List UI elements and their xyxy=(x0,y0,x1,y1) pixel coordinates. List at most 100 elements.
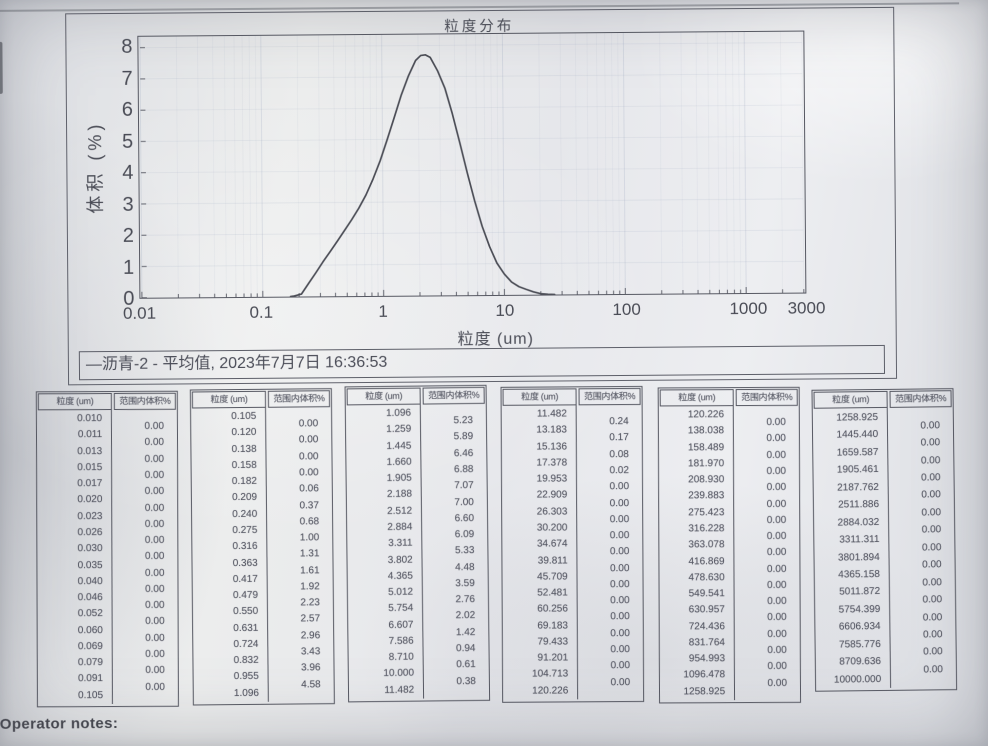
size-value: 5.012 xyxy=(387,586,414,598)
volume-percent-value: 0.94 xyxy=(456,642,476,655)
size-value: 120.226 xyxy=(687,409,725,421)
volume-column-header: 范围内体积% xyxy=(578,388,641,406)
volume-column-header: 范围内体积% xyxy=(889,390,952,408)
legend-label: 沥青-2 - 平均值, 2023年7月7日 16:36:53 xyxy=(101,353,388,374)
volume-percent-value: 2.02 xyxy=(455,610,476,622)
volume-percent-value: 0.00 xyxy=(767,579,787,591)
size-value: 0.010 xyxy=(77,413,103,425)
size-value: 15.136 xyxy=(536,440,568,453)
size-value: 52.481 xyxy=(537,587,568,599)
volume-column-header: 范围内体积% xyxy=(735,388,798,407)
volume-percent-value: 6.09 xyxy=(454,529,475,541)
volume-percent-value: 1.00 xyxy=(299,532,320,544)
size-table: 粒度 (um) 范围内体积% 1.096 1.259 1.445 1.660 1.905… xyxy=(344,384,491,703)
size-value: 1.096 xyxy=(385,407,412,419)
plot-area xyxy=(137,30,807,299)
volume-percent-value: 0.00 xyxy=(610,660,631,672)
size-value: 2511.886 xyxy=(838,499,880,511)
volume-percent-value: 0.00 xyxy=(609,546,630,558)
size-value: 158.489 xyxy=(687,441,725,453)
volume-percent-value: 0.00 xyxy=(921,524,942,536)
volume-percent-value: 0.00 xyxy=(144,551,165,563)
size-value: 17.378 xyxy=(536,457,568,469)
volume-percent-value: 0.00 xyxy=(922,611,943,624)
size-value: 1.660 xyxy=(386,456,412,468)
volume-percent-value: 0.61 xyxy=(456,659,476,671)
volume-percent-value: 0.00 xyxy=(144,502,165,514)
volume-percent-value: 0.00 xyxy=(610,611,630,623)
size-value: 0.035 xyxy=(77,559,103,571)
volume-percent-value: 0.00 xyxy=(920,437,941,449)
size-value: 104.713 xyxy=(532,668,569,681)
volume-percent-value: 0.00 xyxy=(922,594,943,606)
size-value: 0.631 xyxy=(233,622,259,634)
volume-percent-value: 3.43 xyxy=(300,646,321,658)
size-value: 1.259 xyxy=(386,423,412,436)
volume-percent-value: 0.00 xyxy=(766,482,787,494)
volume-percent-value: 0.00 xyxy=(766,498,787,510)
size-value: 0.550 xyxy=(233,606,259,618)
size-value: 0.079 xyxy=(77,657,103,669)
volume-percent-value: 0.00 xyxy=(921,507,942,519)
volume-percent-value: 2.23 xyxy=(300,597,320,609)
size-value: 1.905 xyxy=(386,472,412,485)
volume-percent-value: 0.00 xyxy=(145,583,165,595)
volume-percent-value: 1.31 xyxy=(299,548,320,560)
size-value: 0.182 xyxy=(231,475,257,488)
volume-percent-value: 0.00 xyxy=(144,567,165,579)
volume-percent-value: 0.00 xyxy=(144,486,165,498)
size-value: 5.754 xyxy=(388,602,414,615)
x-axis-label: 粒度 (um) xyxy=(457,330,534,349)
y-tick-label: 3 xyxy=(122,193,134,216)
volume-percent-value: 0.00 xyxy=(610,595,630,607)
volume-percent-value: 6.88 xyxy=(453,463,474,476)
volume-percent-value: 0.00 xyxy=(145,648,165,660)
size-value: 0.013 xyxy=(77,445,103,457)
size-value: 1.445 xyxy=(386,440,412,452)
size-table: 粒度 (um) 范围内体积% 120.226 138.038 158.489 181.… xyxy=(657,386,802,704)
volume-percent-value: 0.00 xyxy=(922,559,942,571)
size-column-header: 粒度 (um) xyxy=(191,390,267,409)
volume-percent-value: 0.00 xyxy=(144,534,165,546)
volume-percent-value: 1.42 xyxy=(455,626,476,638)
table-header-row: 粒度 (um) 范围内体积% xyxy=(812,389,952,410)
volume-percent-value: 0.00 xyxy=(767,644,787,657)
y-tick-label: 7 xyxy=(121,67,133,90)
size-value: 0.275 xyxy=(232,524,258,537)
table-header-row: 粒度 (um) 范围内体积% xyxy=(659,388,799,408)
volume-percent-value: 2.76 xyxy=(455,594,476,606)
volume-percent-value: 0.00 xyxy=(145,632,165,644)
volume-percent-value: 0.68 xyxy=(299,516,320,528)
volume-percent-value: 0.00 xyxy=(766,465,787,477)
y-tick-label: 2 xyxy=(122,224,134,247)
volume-percent-value: 0.00 xyxy=(767,677,787,689)
volume-percent-value: 3.59 xyxy=(455,577,475,590)
volume-percent-value: 2.57 xyxy=(300,613,321,625)
size-value: 1445.440 xyxy=(836,429,879,441)
x-tick-label: 3000 xyxy=(787,298,826,318)
volume-percent-value: 6.46 xyxy=(453,447,474,459)
size-value: 0.105 xyxy=(78,689,104,701)
volume-percent-value: 0.00 xyxy=(922,576,942,589)
size-value: 1096.478 xyxy=(683,669,726,681)
volume-percent-value: 7.07 xyxy=(454,480,474,492)
size-value: 0.015 xyxy=(77,461,103,473)
size-value: 1258.925 xyxy=(836,412,879,424)
size-table: 粒度 (um) 范围内体积% 1258.925 1445.440 1659.587 1… xyxy=(811,388,958,692)
x-tick-label: 0.1 xyxy=(249,302,274,322)
volume-percent-value: 4.48 xyxy=(455,561,475,573)
table-header-row: 粒度 (um) 范围内体积% xyxy=(37,392,177,411)
volume-percent-value: 3.96 xyxy=(301,662,321,674)
size-value: 5754.399 xyxy=(838,603,881,616)
size-value: 0.011 xyxy=(77,429,103,441)
volume-percent-value: 0.00 xyxy=(144,469,165,481)
size-value: 275.423 xyxy=(688,506,725,518)
volume-percent-value: 1.92 xyxy=(300,581,320,593)
volume-percent-value: 0.00 xyxy=(144,518,165,530)
volume-percent-value: 0.17 xyxy=(609,432,629,444)
size-value: 138.038 xyxy=(687,425,725,437)
size-value: 10000.000 xyxy=(833,673,882,686)
size-value: 4.365 xyxy=(387,570,413,582)
